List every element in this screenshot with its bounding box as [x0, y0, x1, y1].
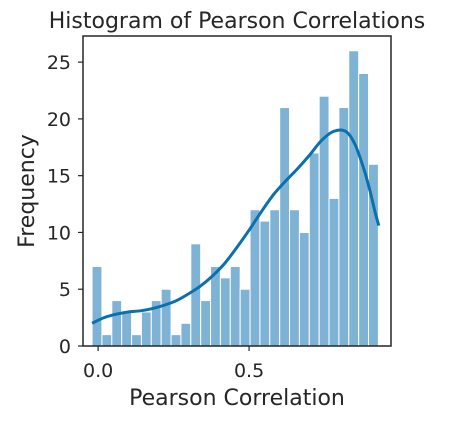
histogram-bar — [121, 311, 133, 347]
histogram-bar — [170, 334, 182, 347]
plot-frame — [82, 35, 392, 347]
histogram-bar — [160, 288, 172, 347]
x-tick-label: 0.5 — [234, 360, 264, 382]
histogram-bar — [219, 277, 231, 347]
y-axis-ticks: 0 5 10 15 20 25 — [47, 52, 83, 358]
histogram-bar — [190, 243, 202, 347]
x-axis-label: Pearson Correlation — [129, 386, 345, 411]
histogram-bar — [239, 288, 251, 347]
histogram-bar — [259, 220, 271, 347]
histogram-bar — [348, 50, 360, 347]
histogram-bar — [279, 107, 291, 347]
y-tick-label: 10 — [47, 222, 71, 244]
y-tick-label: 5 — [59, 279, 71, 301]
x-axis-ticks: 0.0 0.5 — [83, 346, 264, 382]
bars-group — [91, 50, 379, 347]
histogram-bar — [249, 209, 261, 347]
histogram-bar — [91, 266, 103, 347]
y-tick-label: 20 — [47, 109, 71, 131]
y-tick-label: 0 — [59, 336, 71, 358]
x-tick-label: 0.0 — [83, 360, 113, 382]
histogram-bar — [131, 334, 142, 347]
histogram-bar — [308, 152, 320, 347]
histogram-bar — [210, 266, 221, 347]
y-tick-label: 15 — [47, 166, 71, 188]
histogram-bar — [101, 334, 113, 347]
y-axis-label: Frequency — [15, 134, 40, 248]
histogram-bar — [229, 266, 241, 347]
histogram-bar — [289, 209, 300, 347]
kde-curve — [91, 128, 381, 325]
y-tick-label: 25 — [47, 52, 71, 74]
histogram-bar — [298, 231, 310, 347]
histogram-bar — [200, 300, 212, 347]
histogram-bar — [328, 197, 340, 347]
histogram-bar — [140, 311, 152, 347]
histogram-bar — [358, 72, 370, 347]
histogram-bar — [269, 209, 281, 347]
chart-title: Histogram of Pearson Correlations — [49, 9, 426, 34]
histogram-bar — [111, 300, 123, 347]
histogram-bar — [180, 322, 192, 347]
histogram-bar — [338, 107, 350, 347]
